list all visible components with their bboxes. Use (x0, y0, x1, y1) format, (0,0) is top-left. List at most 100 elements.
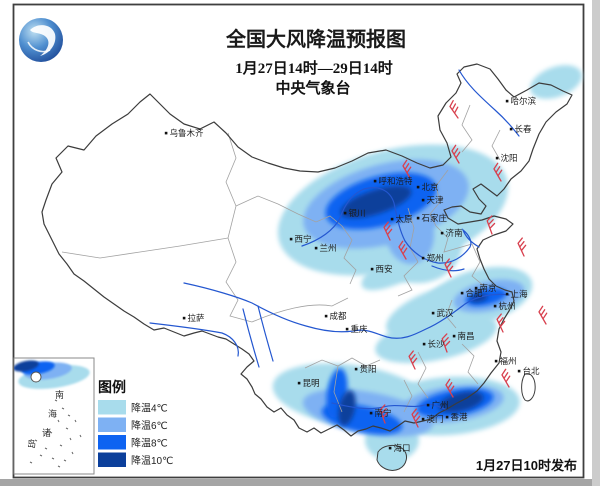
wind-barb-icon (411, 408, 421, 428)
city-label: 贵阳 (360, 364, 377, 374)
wind-barb-icon (517, 237, 527, 257)
legend: 图例 降温4℃ 降温6℃ 降温8℃ 降温10℃ (98, 379, 173, 467)
wind-barb-icon (451, 144, 461, 164)
city-marker (493, 304, 497, 308)
city-marker (426, 403, 430, 407)
wind-barb-icon (383, 221, 393, 241)
cooling-region-l4 (375, 312, 497, 364)
wind-barb-icon (379, 404, 389, 424)
city-label: 南京 (480, 283, 497, 293)
window-edge-bottom (0, 479, 600, 486)
wind-barb-icon (449, 99, 459, 119)
inset-label-char: 南 (55, 389, 64, 400)
city-marker (354, 367, 358, 371)
city-label: 成都 (330, 311, 348, 321)
city-marker (416, 185, 420, 189)
province-boundaries (61, 104, 501, 413)
wind-barb-icon (444, 258, 454, 278)
legend-item-label: 降温6℃ (131, 419, 168, 432)
city-label: 合肥 (466, 288, 484, 298)
city-label: 杭州 (499, 301, 516, 311)
wind-barb-icon (445, 378, 455, 398)
city-marker (324, 314, 328, 318)
wind-barb-glyph (517, 237, 527, 257)
legend-item-label: 降温8℃ (131, 437, 168, 450)
rivers (149, 69, 520, 410)
city-marker (422, 342, 426, 346)
city-marker (182, 316, 186, 320)
city-label: 南宁 (375, 408, 392, 418)
legend-swatch (98, 400, 126, 415)
window-edge-right (592, 0, 600, 486)
national-border (41, 63, 573, 437)
city-marker (517, 369, 521, 373)
city-marker (164, 131, 168, 135)
wind-barb-glyph (493, 162, 503, 182)
legend-title: 图例 (98, 379, 126, 395)
wind-barbs-layer (379, 99, 548, 428)
city-label: 西宁 (295, 234, 312, 244)
city-label: 兰州 (320, 243, 337, 253)
wind-barb-glyph (538, 305, 548, 325)
legend-items: 降温4℃ 降温6℃ 降温8℃ 降温10℃ (98, 400, 173, 467)
wind-barb-glyph (501, 368, 511, 388)
wind-barb-glyph (402, 159, 412, 179)
wind-barb-icon (398, 240, 408, 260)
inset-hainan-outline (30, 371, 42, 383)
city-marker (297, 381, 301, 385)
wind-barb-icon (538, 305, 548, 325)
wind-barb-glyph (449, 99, 459, 119)
city-marker (289, 237, 293, 241)
legend-swatch (98, 417, 126, 432)
agency-name: 中央气象台 (275, 79, 350, 97)
cooling-region-l10 (338, 390, 356, 426)
city-marker (390, 217, 394, 221)
wind-barb-glyph (496, 313, 506, 333)
inset-label-char: 海 (48, 408, 57, 419)
city-label: 福州 (500, 356, 517, 366)
city-label: 银川 (349, 208, 366, 218)
wind-barb-glyph (441, 333, 451, 353)
wind-barb-glyph (486, 215, 496, 235)
city-label: 沈阳 (501, 153, 518, 163)
map-title: 全国大风降温预报图 (225, 27, 406, 51)
wind-barb-glyph (451, 144, 461, 164)
city-marker (388, 446, 392, 450)
city-marker (421, 417, 425, 421)
city-label: 呼和浩特 (379, 176, 414, 186)
wind-barb-icon (486, 215, 496, 235)
inset-island-dots (29, 399, 82, 468)
city-label: 太原 (396, 214, 413, 224)
cooling-region-l10 (340, 185, 412, 219)
hainan-island (376, 444, 407, 471)
wind-barb-icon (402, 159, 412, 179)
city-marker (314, 246, 318, 250)
city-marker (370, 267, 374, 271)
city-marker (495, 156, 499, 160)
wind-barb-glyph (398, 240, 408, 260)
city-label: 哈尔滨 (511, 96, 537, 106)
map-header: 全国大风降温预报图 1月27日14时—29日14时 中央气象台 (225, 27, 406, 97)
city-label: 重庆 (351, 324, 369, 334)
city-marker (421, 256, 425, 260)
inset-label-char: 岛 (27, 438, 36, 449)
city-label: 上海 (511, 289, 529, 299)
city-label: 昆明 (303, 378, 320, 388)
city-marker (421, 198, 425, 202)
city-label: 长春 (515, 124, 533, 134)
city-marker (505, 99, 509, 103)
city-label: 郑州 (427, 253, 444, 263)
cooling-region-l4 (530, 65, 582, 99)
wind-barb-glyph (383, 221, 393, 241)
wind-barb-glyph (445, 378, 455, 398)
city-label: 西安 (376, 264, 393, 274)
city-label: 广州 (432, 400, 449, 410)
city-label: 石家庄 (422, 213, 448, 223)
agency-logo-icon (19, 18, 63, 62)
city-marker (343, 211, 347, 215)
city-marker (431, 311, 435, 315)
